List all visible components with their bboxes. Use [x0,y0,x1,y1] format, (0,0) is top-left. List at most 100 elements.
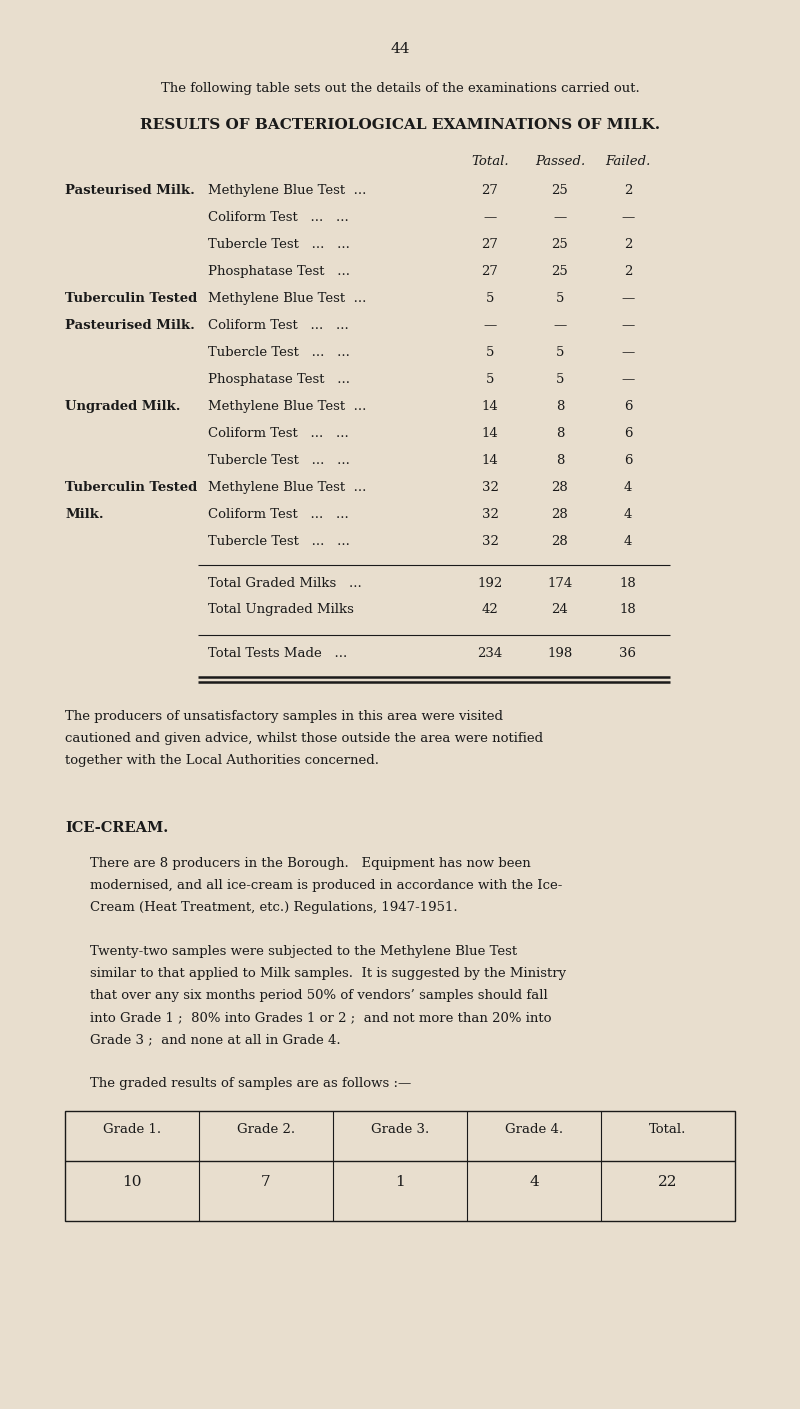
Text: cautioned and given advice, whilst those outside the area were notified: cautioned and given advice, whilst those… [65,733,543,745]
Text: Twenty-two samples were subjected to the Methylene Blue Test: Twenty-two samples were subjected to the… [90,945,517,958]
Text: 7: 7 [261,1175,271,1189]
Text: Total.: Total. [650,1123,686,1136]
Text: 2: 2 [624,265,632,278]
Text: 27: 27 [482,185,498,197]
Text: 28: 28 [552,535,568,548]
Text: 198: 198 [547,647,573,659]
Text: together with the Local Authorities concerned.: together with the Local Authorities conc… [65,754,379,766]
Text: Milk.: Milk. [65,509,104,521]
Text: 8: 8 [556,400,564,413]
Text: Tubercle Test   ...   ...: Tubercle Test ... ... [208,454,350,466]
Text: 14: 14 [482,400,498,413]
Text: similar to that applied to Milk samples.  It is suggested by the Ministry: similar to that applied to Milk samples.… [90,967,566,981]
Text: 2: 2 [624,238,632,251]
Text: into Grade 1 ;  80% into Grades 1 or 2 ;  and not more than 20% into: into Grade 1 ; 80% into Grades 1 or 2 ; … [90,1012,551,1024]
Text: The producers of unsatisfactory samples in this area were visited: The producers of unsatisfactory samples … [65,710,503,723]
Text: 174: 174 [547,578,573,590]
Text: 14: 14 [482,427,498,440]
Text: Total.: Total. [471,155,509,168]
Text: Tuberculin Tested: Tuberculin Tested [65,480,198,495]
Text: Phosphatase Test   ...: Phosphatase Test ... [208,265,350,278]
Text: 5: 5 [556,292,564,304]
Text: There are 8 producers in the Borough.   Equipment has now been: There are 8 producers in the Borough. Eq… [90,857,530,869]
Text: Grade 2.: Grade 2. [237,1123,295,1136]
Text: 25: 25 [552,185,568,197]
Text: 18: 18 [620,578,636,590]
Text: 27: 27 [482,238,498,251]
Text: 6: 6 [624,400,632,413]
Text: Methylene Blue Test  ...: Methylene Blue Test ... [208,185,366,197]
Text: modernised, and all ice-cream is produced in accordance with the Ice-: modernised, and all ice-cream is produce… [90,879,562,892]
Text: The graded results of samples are as follows :—: The graded results of samples are as fol… [90,1076,411,1091]
Text: ICE-CREAM.: ICE-CREAM. [65,821,168,836]
Text: 5: 5 [486,373,494,386]
Text: 25: 25 [552,238,568,251]
Text: Pasteurised Milk.: Pasteurised Milk. [65,318,195,333]
Text: Ungraded Milk.: Ungraded Milk. [65,400,181,413]
Text: Methylene Blue Test  ...: Methylene Blue Test ... [208,480,366,495]
Text: 18: 18 [620,603,636,616]
Text: 6: 6 [624,454,632,466]
Text: 32: 32 [482,480,498,495]
Text: 5: 5 [486,347,494,359]
Text: 6: 6 [624,427,632,440]
Text: —: — [622,211,634,224]
Text: —: — [554,318,566,333]
Text: Coliform Test   ...   ...: Coliform Test ... ... [208,211,349,224]
Text: —: — [483,211,497,224]
Text: 4: 4 [529,1175,539,1189]
Text: 8: 8 [556,427,564,440]
Text: 25: 25 [552,265,568,278]
Text: 8: 8 [556,454,564,466]
Text: Coliform Test   ...   ...: Coliform Test ... ... [208,509,349,521]
Text: 28: 28 [552,480,568,495]
Text: 10: 10 [122,1175,142,1189]
Text: that over any six months period 50% of vendors’ samples should fall: that over any six months period 50% of v… [90,989,548,1002]
Text: 28: 28 [552,509,568,521]
Text: 5: 5 [486,292,494,304]
Text: Coliform Test   ...   ...: Coliform Test ... ... [208,427,349,440]
Text: 4: 4 [624,535,632,548]
Text: —: — [622,373,634,386]
Text: Grade 1.: Grade 1. [103,1123,161,1136]
Text: —: — [622,292,634,304]
Text: Failed.: Failed. [606,155,650,168]
Text: —: — [622,347,634,359]
Text: 32: 32 [482,535,498,548]
Text: 36: 36 [619,647,637,659]
Text: 24: 24 [552,603,568,616]
Text: Total Tests Made   ...: Total Tests Made ... [208,647,347,659]
Text: —: — [483,318,497,333]
Text: —: — [622,318,634,333]
Text: 4: 4 [624,509,632,521]
Text: Phosphatase Test   ...: Phosphatase Test ... [208,373,350,386]
Text: The following table sets out the details of the examinations carried out.: The following table sets out the details… [161,82,639,94]
Text: Grade 3.: Grade 3. [371,1123,429,1136]
Text: Tuberculin Tested: Tuberculin Tested [65,292,198,304]
Text: Cream (Heat Treatment, etc.) Regulations, 1947-1951.: Cream (Heat Treatment, etc.) Regulations… [90,900,458,914]
Text: Grade 4.: Grade 4. [505,1123,563,1136]
Text: RESULTS OF BACTERIOLOGICAL EXAMINATIONS OF MILK.: RESULTS OF BACTERIOLOGICAL EXAMINATIONS … [140,118,660,132]
Text: 14: 14 [482,454,498,466]
Text: Methylene Blue Test  ...: Methylene Blue Test ... [208,292,366,304]
Text: Grade 3 ;  and none at all in Grade 4.: Grade 3 ; and none at all in Grade 4. [90,1033,341,1045]
Text: Tubercle Test   ...   ...: Tubercle Test ... ... [208,347,350,359]
Text: 27: 27 [482,265,498,278]
Text: Tubercle Test   ...   ...: Tubercle Test ... ... [208,535,350,548]
Text: 4: 4 [624,480,632,495]
Text: 192: 192 [478,578,502,590]
Text: 42: 42 [482,603,498,616]
Text: Coliform Test   ...   ...: Coliform Test ... ... [208,318,349,333]
Text: 5: 5 [556,373,564,386]
Text: Tubercle Test   ...   ...: Tubercle Test ... ... [208,238,350,251]
Text: Passed.: Passed. [535,155,585,168]
Text: Total Graded Milks   ...: Total Graded Milks ... [208,578,362,590]
Text: Pasteurised Milk.: Pasteurised Milk. [65,185,195,197]
Text: Total Ungraded Milks: Total Ungraded Milks [208,603,354,616]
Text: 5: 5 [556,347,564,359]
Text: 2: 2 [624,185,632,197]
Text: 234: 234 [478,647,502,659]
Text: —: — [554,211,566,224]
Text: Methylene Blue Test  ...: Methylene Blue Test ... [208,400,366,413]
Text: 32: 32 [482,509,498,521]
